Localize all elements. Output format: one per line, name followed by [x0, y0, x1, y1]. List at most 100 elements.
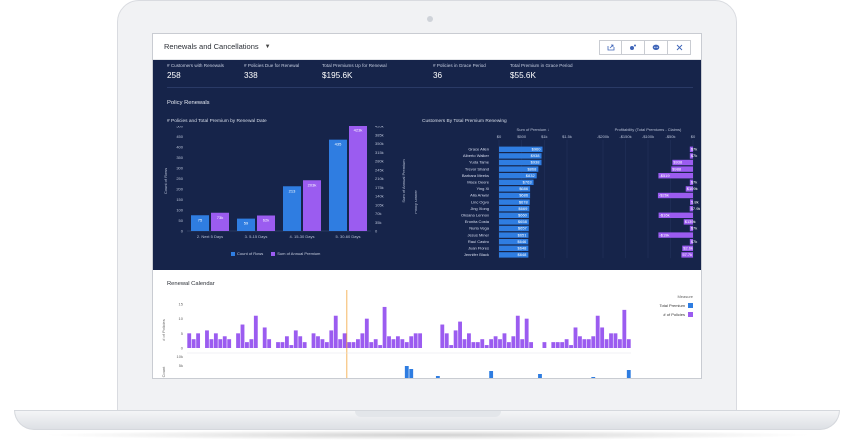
- bar[interactable]: [378, 345, 383, 348]
- bar[interactable]: [502, 333, 507, 348]
- bar[interactable]: [529, 342, 534, 348]
- bar[interactable]: [682, 245, 693, 251]
- bar[interactable]: [440, 324, 445, 348]
- bar[interactable]: [187, 333, 192, 348]
- bar[interactable]: [283, 186, 301, 231]
- bar[interactable]: [689, 146, 693, 152]
- bar[interactable]: [237, 218, 255, 231]
- bar[interactable]: [499, 232, 529, 238]
- bar[interactable]: [595, 315, 600, 348]
- bar[interactable]: [333, 315, 338, 348]
- bar[interactable]: [689, 239, 693, 245]
- bar[interactable]: [462, 339, 467, 348]
- notify-button[interactable]: [622, 40, 645, 55]
- bar[interactable]: [689, 179, 693, 185]
- bar[interactable]: [484, 345, 489, 348]
- bar[interactable]: [276, 342, 280, 348]
- bar[interactable]: [582, 339, 587, 348]
- bar[interactable]: [329, 139, 347, 231]
- bar[interactable]: [498, 339, 502, 348]
- bar[interactable]: [622, 309, 627, 348]
- bar[interactable]: [511, 336, 516, 348]
- bar[interactable]: [564, 339, 569, 348]
- bar[interactable]: [218, 339, 223, 348]
- bar[interactable]: [499, 245, 529, 251]
- bar[interactable]: [685, 186, 693, 192]
- bar[interactable]: [205, 330, 209, 348]
- bar[interactable]: [499, 212, 529, 218]
- bar[interactable]: [262, 327, 267, 348]
- bar[interactable]: [569, 345, 573, 348]
- bar[interactable]: [560, 342, 565, 348]
- bar[interactable]: [387, 336, 391, 348]
- bar[interactable]: [458, 321, 462, 348]
- bar[interactable]: [489, 339, 494, 348]
- bar[interactable]: [555, 342, 560, 348]
- bar[interactable]: [520, 339, 525, 348]
- bar[interactable]: [449, 345, 454, 348]
- legend-item[interactable]: Count of Rows: [231, 251, 263, 256]
- bar[interactable]: [515, 315, 520, 348]
- bar[interactable]: [681, 252, 693, 258]
- bar[interactable]: [499, 252, 529, 258]
- bar[interactable]: [213, 333, 218, 348]
- bar[interactable]: [591, 336, 596, 348]
- bar[interactable]: [409, 336, 414, 348]
- bar[interactable]: [506, 342, 511, 348]
- bar[interactable]: [351, 342, 356, 348]
- bar[interactable]: [499, 186, 531, 192]
- bar[interactable]: [538, 374, 542, 379]
- bar[interactable]: [573, 327, 578, 348]
- bar[interactable]: [369, 342, 374, 348]
- bar[interactable]: [475, 342, 480, 348]
- bar[interactable]: [360, 333, 365, 348]
- bar[interactable]: [499, 199, 530, 205]
- bar[interactable]: [658, 232, 693, 238]
- bar[interactable]: [453, 330, 458, 348]
- bar[interactable]: [689, 206, 693, 212]
- bar[interactable]: [626, 370, 631, 379]
- bar[interactable]: [404, 366, 409, 379]
- bar[interactable]: [578, 336, 582, 348]
- customers-premium-chart[interactable]: Policy Owner Sum of Premium ↓ Profitabilit…: [415, 126, 700, 266]
- bar[interactable]: [499, 192, 531, 199]
- bar[interactable]: [499, 206, 530, 212]
- bar[interactable]: [298, 336, 303, 348]
- bar[interactable]: [329, 330, 334, 348]
- bar[interactable]: [320, 339, 325, 348]
- bar[interactable]: [316, 336, 320, 348]
- bar[interactable]: [280, 342, 285, 348]
- bar[interactable]: [467, 333, 471, 348]
- bar[interactable]: [222, 336, 227, 348]
- bar[interactable]: [302, 342, 307, 348]
- bar[interactable]: [658, 212, 693, 218]
- bar[interactable]: [191, 215, 209, 231]
- chat-button[interactable]: [645, 40, 668, 55]
- bar[interactable]: [236, 333, 240, 348]
- kpi-grace-policies[interactable]: # Policies in Grace Period 36: [433, 63, 486, 80]
- bar[interactable]: [356, 339, 360, 348]
- bar[interactable]: [551, 342, 556, 348]
- kpi-policies-due[interactable]: # Policies Due for Renewal 338: [244, 63, 299, 80]
- bar[interactable]: [245, 342, 249, 348]
- bar[interactable]: [489, 371, 494, 379]
- bar[interactable]: [604, 339, 609, 348]
- bar[interactable]: [413, 333, 418, 348]
- bar[interactable]: [480, 339, 485, 348]
- bar[interactable]: [240, 324, 245, 348]
- bar[interactable]: [609, 333, 613, 348]
- bar[interactable]: [382, 306, 387, 348]
- bar[interactable]: [690, 199, 693, 205]
- bar[interactable]: [524, 318, 529, 348]
- bar[interactable]: [542, 342, 547, 348]
- bar[interactable]: [626, 339, 631, 348]
- bar[interactable]: [658, 173, 693, 179]
- bar[interactable]: [499, 173, 537, 179]
- bar[interactable]: [284, 336, 289, 348]
- bar[interactable]: [373, 339, 378, 348]
- bar[interactable]: [435, 376, 440, 379]
- bar[interactable]: [338, 339, 343, 348]
- bar[interactable]: [293, 330, 298, 348]
- renewal-calendar-chart[interactable]: # of Policies 0 5 10 15 Count 10k 5k Measure Tota…: [161, 290, 696, 379]
- bar[interactable]: [591, 377, 596, 379]
